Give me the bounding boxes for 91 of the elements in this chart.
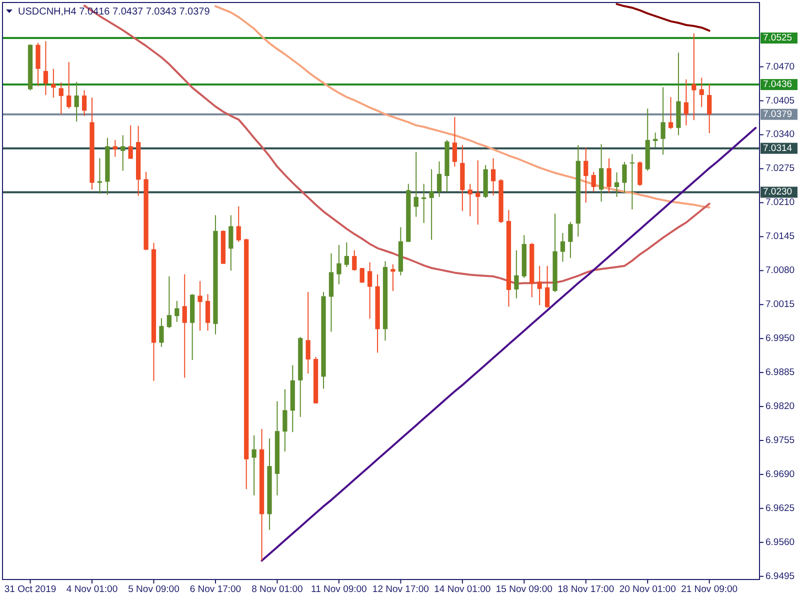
candlestick	[360, 268, 364, 284]
candlestick	[182, 274, 187, 378]
candlestick	[514, 250, 519, 299]
x-tick-label: 8 Nov 01:00	[252, 584, 303, 595]
x-tick-label: 21 Nov 09:00	[681, 584, 738, 595]
ref-line-label: 7.0436	[763, 79, 792, 90]
candlestick	[591, 171, 596, 192]
candlestick	[660, 86, 666, 156]
x-tick-label: 6 Nov 17:00	[190, 584, 242, 595]
x-tick-label: 12 Nov 17:00	[372, 584, 429, 595]
y-tick-label: 6.9690	[766, 468, 795, 480]
candlestick	[468, 183, 472, 217]
candlestick	[344, 242, 349, 268]
candlestick	[684, 78, 689, 126]
y-tick-label: 7.0340	[766, 129, 795, 140]
candlestick	[436, 160, 442, 198]
candlestick	[606, 158, 612, 194]
line-series	[214, 5, 710, 208]
candlestick	[429, 168, 434, 240]
candlestick	[74, 81, 79, 122]
candlestick	[598, 144, 604, 202]
candlestick	[58, 82, 64, 115]
candlestick	[584, 147, 588, 204]
candlestick	[568, 222, 573, 259]
ref-line-label: 7.0314	[763, 142, 792, 154]
line-series	[260, 126, 757, 562]
candlestick	[692, 32, 696, 121]
candlestick	[614, 172, 620, 198]
x-tick-label: 14 Nov 01:00	[434, 584, 491, 595]
candlestick	[252, 434, 256, 496]
candlestick	[544, 265, 550, 308]
y-tick-label: 7.0470	[766, 61, 795, 72]
candlestick	[236, 206, 241, 242]
candlestick	[560, 232, 566, 262]
x-tick-label: 5 Nov 09:00	[128, 584, 180, 595]
x-tick-label: 20 Nov 01:00	[619, 584, 676, 595]
y-tick-label: 6.9625	[766, 502, 795, 514]
candlestick	[707, 84, 712, 134]
x-tick-label: 18 Nov 17:00	[558, 584, 614, 595]
candlestick	[128, 124, 133, 160]
candlestick	[112, 139, 118, 158]
x-tick-label: 15 Nov 09:00	[496, 584, 552, 595]
candlestick	[166, 276, 172, 329]
y-tick-label: 7.0080	[766, 265, 795, 276]
candlestick	[174, 300, 180, 322]
line-series	[616, 3, 710, 32]
y-tick-label: 7.0405	[766, 95, 795, 106]
x-tick-label: 11 Nov 09:00	[311, 584, 367, 595]
x-tick-label: 31 Oct 2019	[4, 584, 56, 595]
candlestick	[476, 160, 480, 226]
ref-line-label: 7.0230	[763, 186, 792, 198]
ref-line-label: 7.0525	[763, 32, 792, 44]
candlestick	[336, 244, 342, 285]
candlestick	[306, 292, 310, 374]
candlestick	[159, 318, 164, 348]
y-tick-label: 6.9820	[766, 401, 795, 412]
x-tick-label: 4 Nov 01:00	[66, 584, 118, 595]
candlestick	[422, 183, 426, 224]
candlestick	[82, 90, 87, 116]
y-tick-label: 7.0210	[766, 197, 795, 208]
candlestick	[120, 134, 126, 172]
candlestick	[622, 161, 627, 194]
ref-line-label: 7.0379	[763, 108, 792, 120]
y-tick-label: 7.0145	[766, 231, 795, 242]
candlestick	[228, 214, 234, 272]
candlestick	[282, 388, 288, 452]
candlestick	[668, 96, 674, 130]
candlestick	[452, 116, 458, 168]
y-tick-label: 6.9495	[766, 570, 795, 582]
y-tick-label: 7.0015	[766, 299, 795, 310]
candlestick	[367, 262, 372, 320]
y-tick-label: 6.9950	[766, 333, 795, 344]
candlestick	[352, 250, 357, 272]
y-tick-label: 7.0275	[766, 163, 795, 174]
candlestick	[490, 158, 496, 196]
candlestick	[699, 77, 704, 108]
y-tick-label: 6.9755	[766, 434, 795, 446]
candlestick	[51, 68, 56, 98]
candlestick	[198, 280, 202, 332]
candlestick	[537, 265, 542, 306]
y-tick-label: 6.9560	[766, 536, 795, 548]
candlestick	[630, 154, 634, 210]
candlestick	[205, 294, 210, 332]
candlestick	[97, 158, 102, 194]
candlestick	[653, 132, 658, 148]
candlestick	[66, 62, 72, 110]
y-tick-label: 6.9885	[766, 367, 795, 378]
candlestick	[638, 160, 642, 186]
candlestick	[390, 264, 396, 292]
candlestick	[414, 151, 418, 218]
candlestick	[43, 40, 48, 96]
